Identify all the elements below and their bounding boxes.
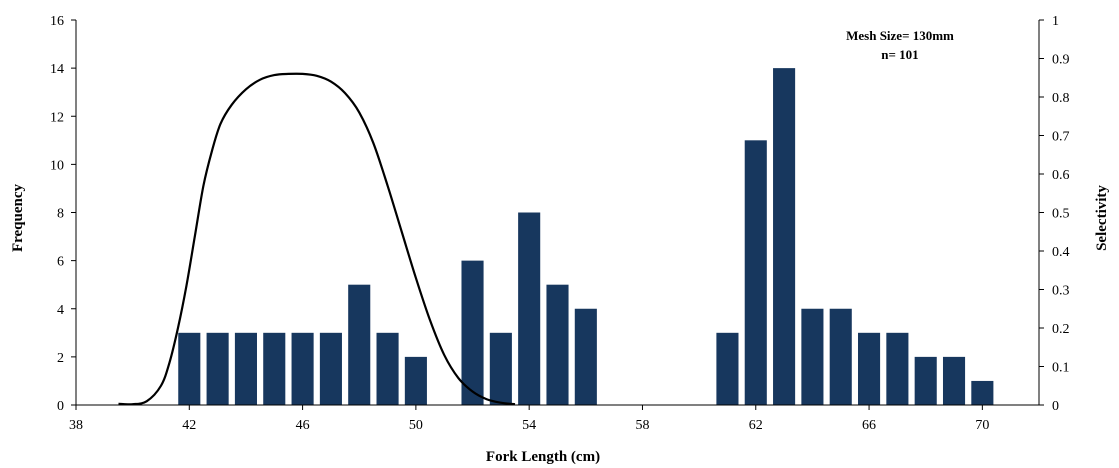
y2-tick-label: 0.2 [1052,322,1070,337]
bar [234,332,257,405]
annotation-sample-size: n= 101 [881,47,918,62]
bar [348,284,371,405]
y-tick-label: 0 [57,399,64,414]
y2-tick-label: 0.4 [1052,245,1070,260]
y2-tick-label: 0.7 [1052,130,1070,145]
x-tick-label: 66 [862,418,876,433]
x-tick-label: 58 [635,418,649,433]
bar [489,332,512,405]
y2-tick-label: 0.1 [1052,361,1070,376]
y-axis-title: Frequency [10,183,26,252]
bar [829,308,852,405]
selectivity-curve [118,72,516,406]
x-tick-label: 70 [975,418,989,433]
y2-axis-title: Selectivity [1094,185,1110,251]
bar [376,332,399,405]
x-tick-label: 62 [749,418,763,433]
y-tick-label: 2 [57,351,64,366]
bar [518,212,541,405]
annotation-mesh-size: Mesh Size= 130mm [846,28,954,43]
bar [716,332,739,405]
x-tick-label: 50 [409,418,423,433]
y-tick-label: 14 [50,62,64,77]
bar [971,380,994,405]
y-ticks-left: 0 2 4 6 8 10 12 14 16 [50,14,76,414]
bar [914,356,937,405]
y-tick-label: 8 [57,207,64,222]
x-tick-label: 46 [296,418,310,433]
bar [942,356,966,405]
y-tick-label: 16 [50,14,64,29]
bar [404,356,427,405]
x-tick-label: 42 [182,418,196,433]
bar [744,140,767,405]
y-ticks-right: 0 0.1 0.2 0.3 0.4 0.5 0.6 0.7 0.8 0.9 1 [1039,14,1070,414]
bar [773,68,796,405]
x-axis-title: Fork Length (cm) [486,449,600,465]
bar-series [178,68,994,405]
bar [461,260,484,405]
y2-tick-label: 0.9 [1052,53,1070,68]
y2-tick-label: 0.8 [1052,91,1070,106]
bar [546,284,569,405]
y2-tick-label: 0.6 [1052,168,1070,183]
y-tick-label: 10 [50,158,64,173]
bar [178,332,201,405]
bar [291,332,314,405]
bar [319,332,342,405]
bar [801,308,824,405]
y2-tick-label: 0.3 [1052,284,1070,299]
x-tick-label: 38 [69,418,83,433]
bar [206,332,229,405]
x-ticks: 38 42 46 50 54 58 62 66 70 [69,405,989,433]
bar [858,332,881,405]
bar [263,332,286,405]
y2-tick-label: 0 [1052,399,1059,414]
y-tick-label: 12 [50,110,64,125]
bar [574,308,597,405]
y2-tick-label: 1 [1052,14,1059,29]
y-tick-label: 4 [57,303,64,318]
x-tick-label: 54 [522,418,536,433]
y-tick-label: 6 [57,255,64,270]
y2-tick-label: 0.5 [1052,207,1070,222]
bar [886,332,909,405]
